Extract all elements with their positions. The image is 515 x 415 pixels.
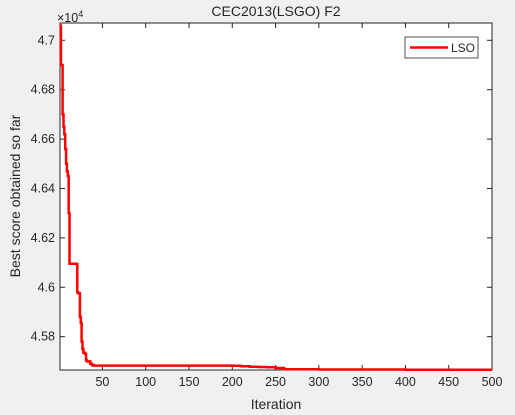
y-exponent-power: 4 <box>78 9 83 19</box>
y-tick-label: 4.66 <box>31 132 55 146</box>
y-tick-label: 4.6 <box>38 280 55 294</box>
y-tick-label: 4.62 <box>31 231 55 245</box>
legend: LSO <box>404 36 479 59</box>
y-tick-label: 4.68 <box>31 83 55 97</box>
y-exponent-base: ×10 <box>57 11 78 25</box>
legend-label-lso: LSO <box>451 41 475 55</box>
x-tick-label: 50 <box>95 375 109 389</box>
x-tick-label: 350 <box>352 375 373 389</box>
x-tick-label: 100 <box>135 375 156 389</box>
y-tick-label: 4.64 <box>31 181 55 195</box>
x-tick-label: 250 <box>265 375 286 389</box>
x-tick-label: 400 <box>395 375 416 389</box>
y-exponent-label: ×104 <box>57 9 83 25</box>
series-layer <box>59 24 492 372</box>
chart-title: CEC2013(LSGO) F2 <box>211 3 340 19</box>
y-tick-label: 4.58 <box>31 330 55 344</box>
x-axis-label: Iteration <box>251 396 302 412</box>
y-axis-label: Best score obtained so far <box>7 114 23 277</box>
x-tick-label: 300 <box>308 375 329 389</box>
y-axis-ticks: 4.58 4.6 4.62 4.64 4.66 4.68 4.7 <box>31 33 492 344</box>
svg-text:×104: ×104 <box>57 9 83 25</box>
x-tick-label: 150 <box>179 375 200 389</box>
x-tick-label: 500 <box>482 375 503 389</box>
x-tick-label: 200 <box>222 375 243 389</box>
x-tick-label: 450 <box>438 375 459 389</box>
y-tick-label: 4.7 <box>38 33 55 47</box>
plot-area <box>59 22 493 371</box>
series-line-lso <box>59 24 492 372</box>
x-axis-ticks: 50 100 150 200 250 300 350 400 450 500 <box>95 23 502 389</box>
